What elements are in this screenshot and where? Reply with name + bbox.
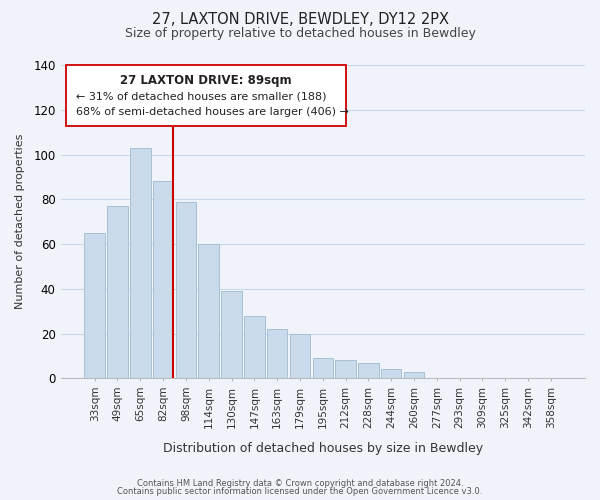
Bar	[290, 334, 310, 378]
Text: 68% of semi-detached houses are larger (406) →: 68% of semi-detached houses are larger (…	[76, 108, 349, 118]
Bar	[199, 244, 219, 378]
Text: Contains public sector information licensed under the Open Government Licence v3: Contains public sector information licen…	[118, 487, 482, 496]
Bar	[221, 291, 242, 378]
Bar	[358, 362, 379, 378]
Bar	[381, 370, 401, 378]
X-axis label: Distribution of detached houses by size in Bewdley: Distribution of detached houses by size …	[163, 442, 483, 455]
Y-axis label: Number of detached properties: Number of detached properties	[15, 134, 25, 310]
Bar	[267, 329, 287, 378]
FancyBboxPatch shape	[66, 65, 346, 126]
Bar	[404, 372, 424, 378]
Bar	[85, 233, 105, 378]
Bar	[176, 202, 196, 378]
Text: 27 LAXTON DRIVE: 89sqm: 27 LAXTON DRIVE: 89sqm	[120, 74, 292, 88]
Text: ← 31% of detached houses are smaller (188): ← 31% of detached houses are smaller (18…	[76, 92, 327, 102]
Bar	[130, 148, 151, 378]
Bar	[313, 358, 333, 378]
Bar	[153, 182, 173, 378]
Text: 27, LAXTON DRIVE, BEWDLEY, DY12 2PX: 27, LAXTON DRIVE, BEWDLEY, DY12 2PX	[151, 12, 449, 28]
Bar	[107, 206, 128, 378]
Text: Contains HM Land Registry data © Crown copyright and database right 2024.: Contains HM Land Registry data © Crown c…	[137, 478, 463, 488]
Bar	[335, 360, 356, 378]
Text: Size of property relative to detached houses in Bewdley: Size of property relative to detached ho…	[125, 28, 475, 40]
Bar	[244, 316, 265, 378]
